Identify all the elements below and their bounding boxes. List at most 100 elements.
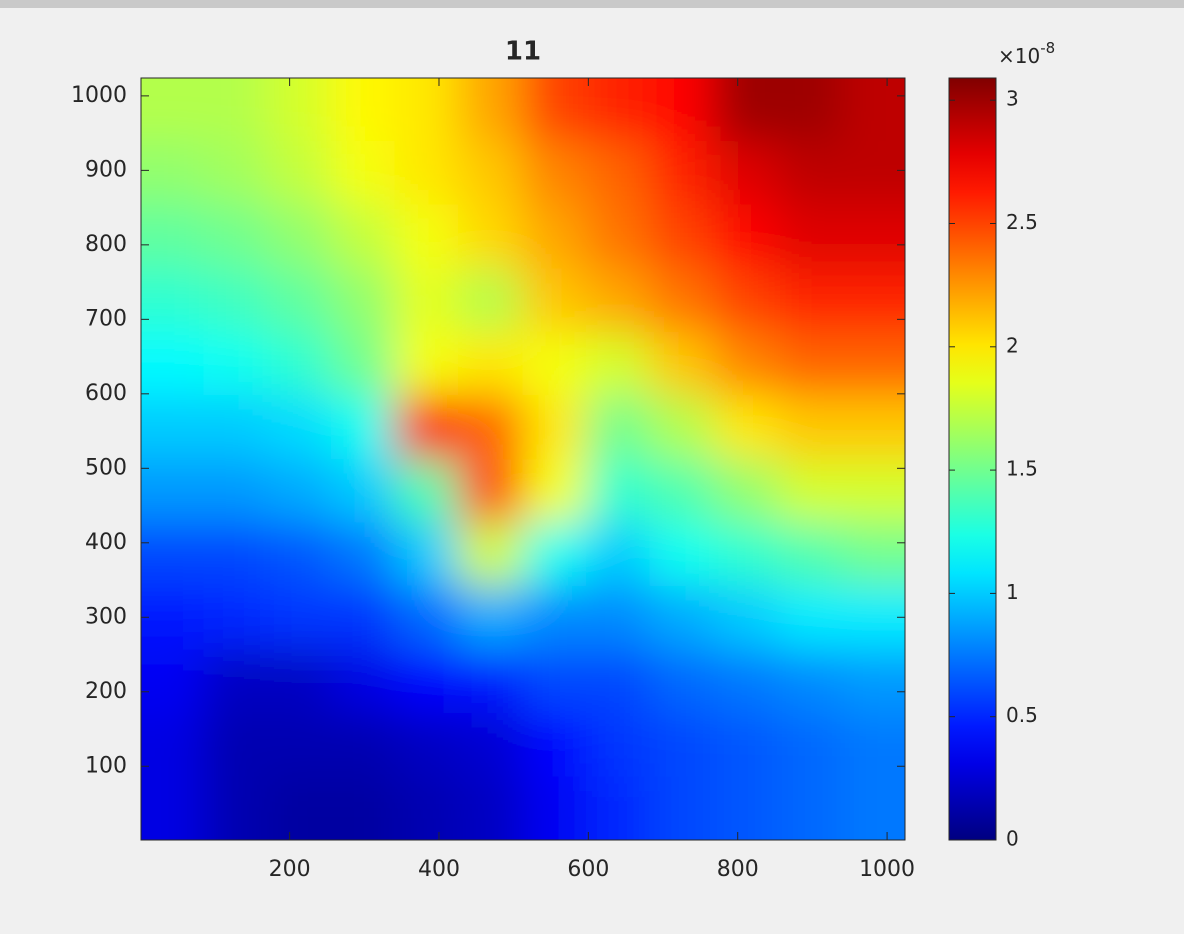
field-cell	[394, 268, 460, 333]
field-cell	[840, 268, 905, 333]
field-cell	[713, 522, 779, 587]
field-cell	[458, 268, 523, 333]
field-cell	[777, 395, 842, 460]
field-cell	[585, 204, 651, 269]
field-cell	[141, 204, 205, 269]
axes-box	[140, 77, 906, 841]
field-cell	[522, 204, 588, 269]
field-cell	[777, 459, 842, 524]
field-cell	[713, 459, 779, 524]
field-cell	[266, 522, 332, 587]
field-cell	[649, 268, 715, 333]
field-cell	[522, 395, 588, 460]
field-cell	[394, 649, 460, 715]
field-cell	[585, 776, 651, 840]
field-cell	[585, 268, 651, 333]
field-cell	[266, 395, 332, 460]
field-cell	[141, 649, 205, 715]
field-cell	[331, 204, 396, 269]
field-cell	[394, 585, 460, 651]
field-cell	[266, 268, 332, 333]
y-tick-label: 400	[85, 530, 127, 555]
chart-title: 11	[505, 37, 541, 67]
field-cell	[649, 713, 715, 778]
field-cell	[649, 141, 715, 206]
field-cell	[141, 268, 205, 333]
field-cell	[141, 331, 205, 397]
x-tick-label: 600	[567, 857, 609, 882]
field-cell	[713, 395, 779, 460]
field-cell	[331, 78, 396, 143]
field-cell	[713, 331, 779, 397]
y-tick-label: 100	[85, 753, 127, 778]
field-cell	[649, 649, 715, 715]
field-cell	[522, 776, 588, 840]
x-tick-label: 200	[269, 857, 311, 882]
field-cell	[777, 204, 842, 269]
field-cell	[331, 522, 396, 587]
field-cell	[331, 395, 396, 460]
field-cell	[266, 776, 332, 840]
field-cell	[840, 649, 905, 715]
field-cell	[266, 141, 332, 206]
field-cell	[266, 78, 332, 143]
field-cell	[458, 395, 523, 460]
field-cell	[840, 776, 905, 840]
field-cell	[522, 268, 588, 333]
field-cell	[777, 585, 842, 651]
field-cell	[713, 776, 779, 840]
field-cell	[203, 204, 269, 269]
field-cell	[522, 78, 588, 143]
field-cell	[585, 459, 651, 524]
field-cell	[203, 78, 269, 143]
field-cell	[840, 331, 905, 397]
field-cell	[840, 141, 905, 206]
field-cell	[141, 585, 205, 651]
colorbar-tick-label: 2	[1006, 333, 1019, 357]
field-cell	[458, 204, 523, 269]
field-cell	[203, 141, 269, 206]
field-cell	[713, 204, 779, 269]
field-cell	[141, 395, 205, 460]
x-tick-label: 400	[418, 857, 460, 882]
y-tick-label: 600	[85, 381, 127, 406]
field-cell	[777, 522, 842, 587]
field-cell	[585, 585, 651, 651]
field-cell	[458, 141, 523, 206]
field-cell	[203, 459, 269, 524]
field-cell	[585, 331, 651, 397]
plot-area	[141, 78, 905, 840]
field-cell	[394, 459, 460, 524]
colorbar-tick-label: 3	[1006, 87, 1019, 111]
field-cell	[266, 331, 332, 397]
colorbar-tick-label: 1	[1006, 580, 1019, 604]
field-cell	[203, 395, 269, 460]
field-cell	[522, 649, 588, 715]
y-tick-label: 800	[85, 232, 127, 257]
field-cell	[394, 395, 460, 460]
field-cell	[777, 78, 842, 143]
field-cell	[141, 522, 205, 587]
field-cell	[331, 585, 396, 651]
toolbar-strip	[0, 0, 1184, 8]
x-tick-label: 1000	[859, 857, 915, 882]
field-cell	[331, 459, 396, 524]
field-cell	[713, 78, 779, 143]
field-cell	[777, 713, 842, 778]
field-cell	[840, 459, 905, 524]
field-cell	[777, 649, 842, 715]
field-cell	[394, 713, 460, 778]
field-cell	[458, 649, 523, 715]
field-cell	[394, 522, 460, 587]
field-cell	[331, 776, 396, 840]
field-cell	[777, 141, 842, 206]
y-tick-label: 700	[85, 306, 127, 331]
field-cell	[266, 585, 332, 651]
field-cell	[331, 331, 396, 397]
field-cell	[458, 585, 523, 651]
y-tick-label: 200	[85, 679, 127, 704]
field-cell	[585, 713, 651, 778]
colorbar-tick-label: 0.5	[1006, 703, 1038, 727]
